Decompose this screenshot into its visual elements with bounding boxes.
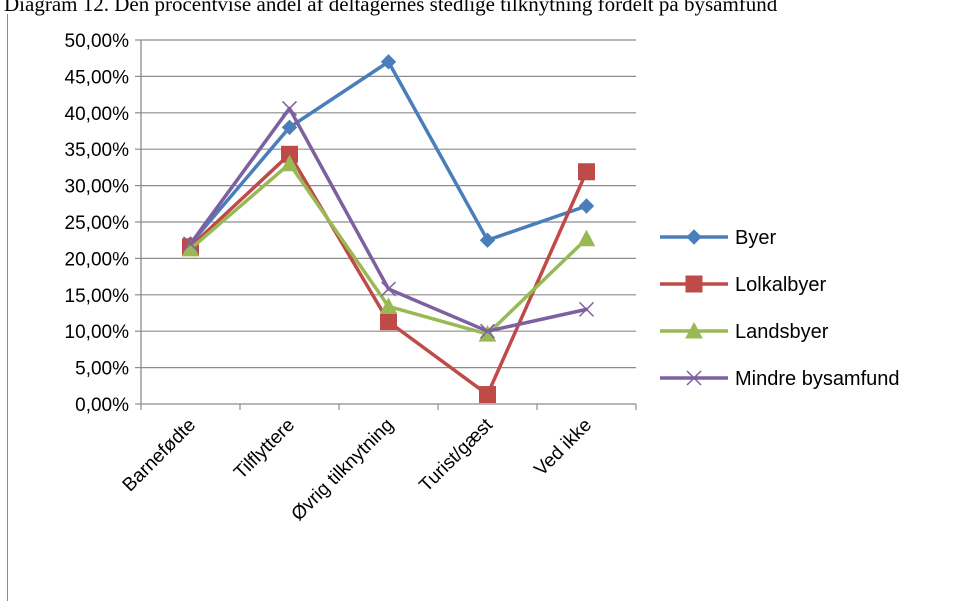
series-mindre-bysamfund xyxy=(182,100,595,339)
data-point xyxy=(686,229,702,245)
y-tick-label: 45,00% xyxy=(65,67,130,88)
figure-caption: Diagram 12. Den procentvise andel af del… xyxy=(4,0,778,16)
y-tick-label: 20,00% xyxy=(65,249,130,270)
legend-label: Lolkalbyer xyxy=(735,274,827,296)
data-point xyxy=(380,313,397,331)
x-tick-label: Ved ikke xyxy=(530,415,596,481)
data-point xyxy=(578,198,595,214)
series-line xyxy=(188,152,589,397)
legend-label: Mindre bysamfund xyxy=(735,368,900,390)
series-line xyxy=(188,60,589,246)
data-point xyxy=(685,275,703,293)
x-tick-label: Tilflyttere xyxy=(230,415,299,484)
data-point xyxy=(479,386,496,404)
legend-item: Lolkalbyer xyxy=(660,274,827,296)
data-point xyxy=(479,232,496,248)
data-point xyxy=(578,301,595,317)
legend: Byer Lolkalbyer Landsbyer Mindre bysamfund xyxy=(660,227,900,390)
legend-label: Byer xyxy=(735,227,776,249)
data-point xyxy=(280,154,299,172)
data-point xyxy=(380,281,397,297)
x-tick-label: Øvrig tilknytning xyxy=(288,415,398,525)
x-tick-label: Barnefødte xyxy=(119,415,200,496)
legend-item: Byer xyxy=(660,227,776,249)
axes: 0,00% 5,00% 10,00% 15,00% 20,00% 25,00% 30,00%… xyxy=(65,31,637,525)
data-point xyxy=(281,100,298,116)
data-point xyxy=(182,236,199,252)
data-point xyxy=(686,370,702,386)
legend-label: Landsbyer xyxy=(735,321,829,343)
y-tick-label: 50,00% xyxy=(65,31,130,52)
y-tick-label: 35,00% xyxy=(65,140,130,161)
y-tick-label: 15,00% xyxy=(65,286,130,307)
data-point xyxy=(379,297,398,314)
series-lines xyxy=(181,54,596,404)
data-point xyxy=(281,119,298,136)
y-tick-label: 5,00% xyxy=(75,359,129,380)
x-tick-label: Turist/gæst xyxy=(415,414,497,496)
series-lolkalbyer xyxy=(182,145,595,404)
y-tick-label: 30,00% xyxy=(65,177,130,198)
data-point xyxy=(578,163,595,181)
legend-item: Landsbyer xyxy=(660,321,829,343)
data-point xyxy=(478,325,497,342)
y-tick-label: 40,00% xyxy=(65,104,130,125)
y-tick-label: 10,00% xyxy=(65,322,130,343)
series-landsbyer xyxy=(181,154,596,342)
y-tick-label: 25,00% xyxy=(65,213,130,234)
legend-item: Mindre bysamfund xyxy=(660,368,900,390)
data-point xyxy=(577,229,596,247)
data-point xyxy=(685,321,703,339)
chart-frame xyxy=(7,14,953,601)
y-tick-label: 0,00% xyxy=(75,395,129,416)
data-point xyxy=(380,54,397,70)
data-point xyxy=(479,323,496,339)
